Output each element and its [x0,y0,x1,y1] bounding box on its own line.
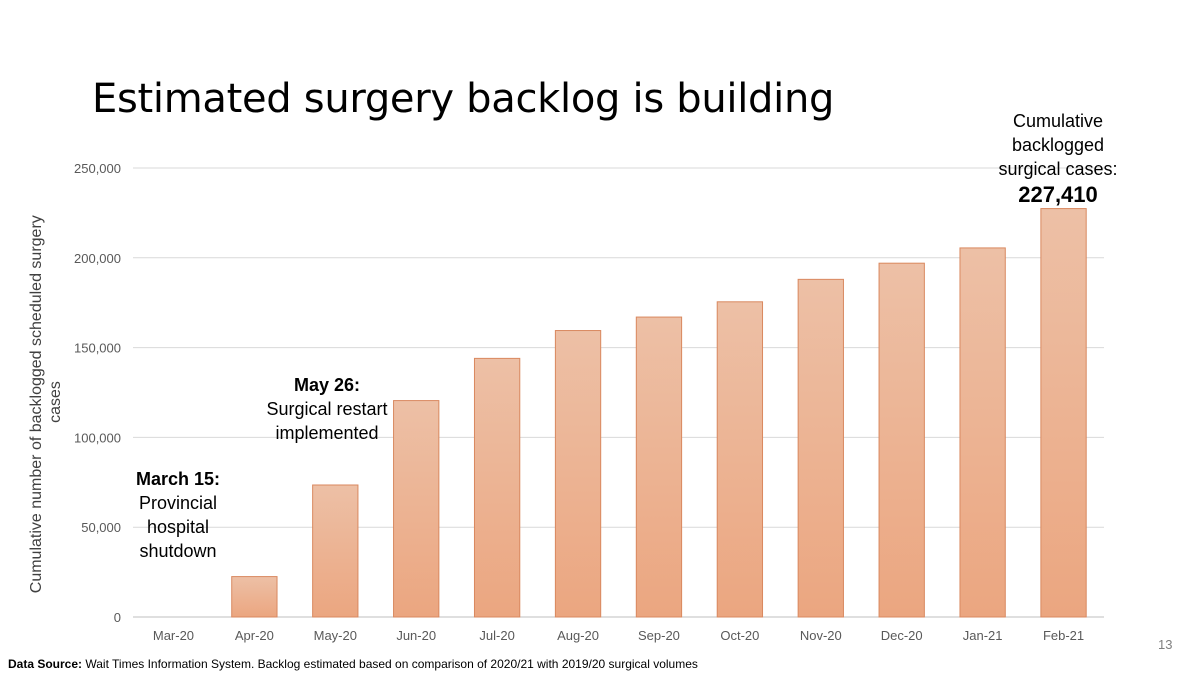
x-tick-label: Apr-20 [235,628,274,643]
x-tick-label: Nov-20 [800,628,842,643]
y-tick-label: 150,000 [74,341,121,356]
y-tick-label: 50,000 [81,520,121,535]
annotation-final-line: Cumulative [1012,111,1104,131]
x-tick-label: Dec-20 [881,628,923,643]
y-tick-label: 200,000 [74,251,121,266]
y-axis-title-line-2: cases [47,381,64,423]
annotation-march-head: March 15: [135,469,221,489]
x-tick-label: Mar-20 [153,628,194,643]
annotation-march-line: Provincial [138,493,218,513]
annotation-final-line: backlogged [1011,135,1105,155]
annotation-cumulative-total: Cumulative backlogged surgical cases: 22… [988,109,1128,209]
bar-jan-21 [959,247,1006,618]
annotation-march-line: hospital [146,517,210,537]
y-axis-ticks: 0 50,000 100,000 150,000 200,000 250,000 [74,161,121,625]
annotation-may-26: May 26: Surgical restart implemented [246,373,408,445]
annotation-final-value: 227,410 [1018,182,1098,207]
y-tick-label: 250,000 [74,161,121,176]
x-tick-label: Jan-21 [963,628,1003,643]
y-tick-label: 0 [114,610,121,625]
bar-apr-20 [231,576,278,618]
x-tick-label: Oct-20 [720,628,759,643]
bar-sep-20 [635,316,683,618]
y-axis-title-line-1: Cumulative number of backlogged schedule… [28,215,45,593]
bar-jun-20 [393,400,440,618]
annotation-march-line: shutdown [139,541,217,561]
bar-dec-20 [878,262,925,618]
annotation-may-head: May 26: [293,375,361,395]
gridlines [133,167,1104,618]
x-tick-label: Jun-20 [396,628,436,643]
bar-oct-20 [716,301,764,618]
bar-nov-20 [797,278,844,618]
slide-title: Estimated surgery backlog is building [92,76,835,122]
page-number: 13 [1158,637,1173,652]
bar-feb-21 [1040,208,1087,618]
x-tick-label: Sep-20 [638,628,680,643]
data-source-text: Wait Times Information System. Backlog e… [82,657,698,671]
y-tick-label: 100,000 [74,430,121,445]
x-tick-label: May-20 [314,628,357,643]
x-axis-ticks: Mar-20 Apr-20 May-20 Jun-20 Jul-20 Aug-20 Sep-… [153,628,1084,643]
x-tick-label: Feb-21 [1043,628,1084,643]
x-tick-label: Aug-20 [557,628,599,643]
bar-may-20 [312,484,359,618]
data-source-note: Data Source: Wait Times Information Syst… [8,657,698,671]
y-axis-title: Cumulative number of backlogged schedule… [28,211,64,593]
annotation-may-line: implemented [275,423,379,443]
x-tick-label: Jul-20 [479,628,514,643]
bars [231,208,1087,618]
annotation-may-line: Surgical restart [266,399,388,419]
annotation-march-15: March 15: Provincial hospital shutdown [118,467,238,563]
data-source-label: Data Source: [8,657,83,671]
annotation-final-line: surgical cases: [998,159,1118,179]
bar-aug-20 [554,330,602,618]
bar-jul-20 [473,357,521,618]
